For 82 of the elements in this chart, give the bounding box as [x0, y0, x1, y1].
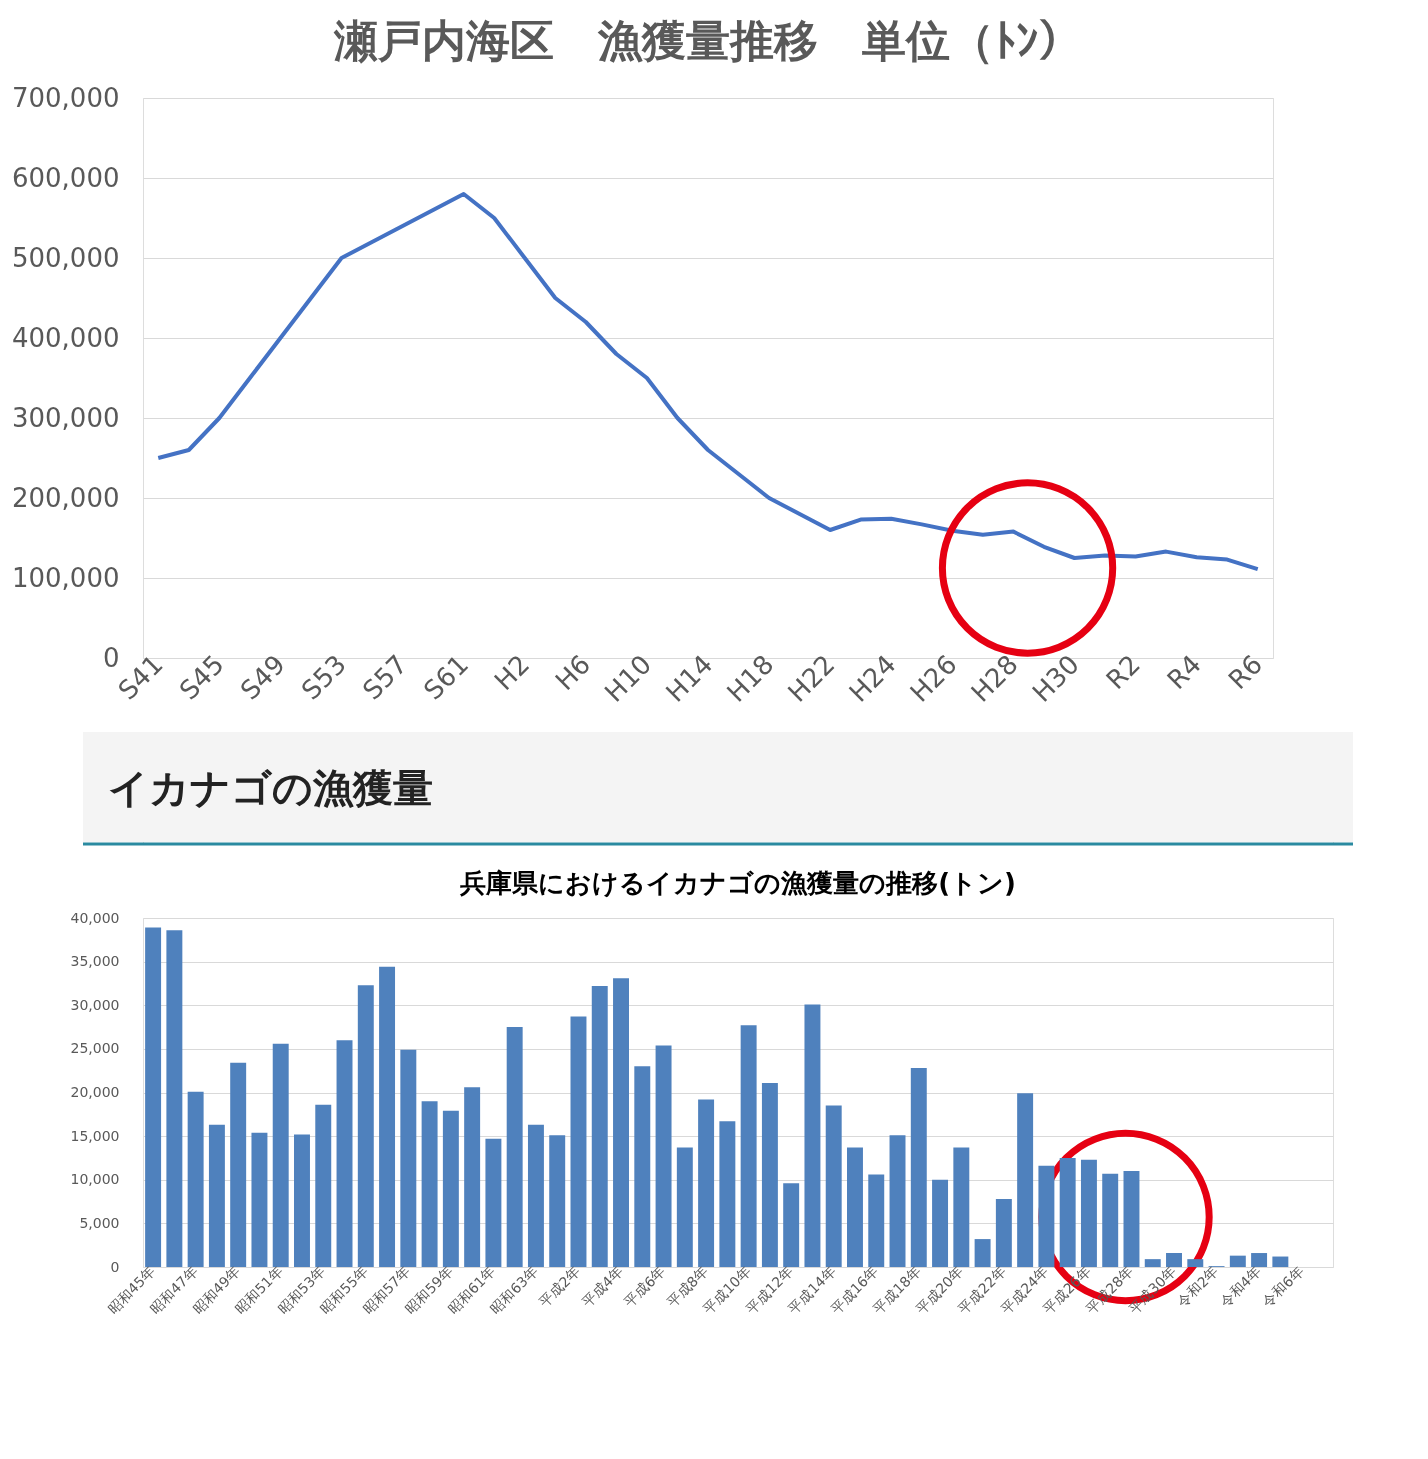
bar [485, 1138, 502, 1267]
bar [591, 986, 608, 1267]
bar [719, 1121, 736, 1267]
x-tick-label: S61 [417, 649, 475, 706]
x-tick-label: R4 [1161, 649, 1208, 695]
bar [740, 1025, 757, 1267]
bar [974, 1239, 991, 1267]
bar [868, 1174, 885, 1267]
bar [825, 1105, 842, 1267]
bar [1059, 1157, 1076, 1267]
bar [1229, 1255, 1246, 1267]
x-tick-label: S53 [295, 649, 352, 706]
y-tick-label: 40,000 [70, 909, 120, 926]
y-tick-label: 300,000 [11, 402, 120, 433]
bar [187, 1091, 204, 1267]
bar [676, 1147, 693, 1267]
bar [655, 1045, 672, 1267]
x-tick-label: R6 [1222, 649, 1269, 695]
y-tick-label: 200,000 [11, 482, 120, 513]
bar [1123, 1171, 1140, 1267]
x-tick-label: H6 [549, 649, 597, 696]
y-tick-label: 20,000 [70, 1084, 120, 1100]
bar [357, 985, 374, 1267]
bar [570, 1016, 587, 1267]
bar [442, 1110, 459, 1267]
bar [783, 1183, 800, 1267]
bar [1187, 1259, 1204, 1267]
bar [400, 1049, 417, 1267]
bar [315, 1104, 332, 1267]
y-tick-label: 5,000 [79, 1214, 120, 1231]
bar [166, 930, 183, 1267]
y-tick-label: 30,000 [70, 996, 120, 1013]
bar [995, 1198, 1012, 1267]
bar [761, 1082, 778, 1267]
bar [847, 1147, 863, 1267]
bar [1166, 1253, 1182, 1267]
bar [953, 1147, 970, 1267]
x-tick-label: H2 [488, 649, 536, 696]
bar [1272, 1256, 1289, 1267]
text: イカナゴの漁獲量 [108, 765, 433, 811]
bar [272, 1043, 289, 1267]
y-tick-label: 15,000 [70, 1127, 120, 1144]
y-tick-label: 700,000 [11, 82, 120, 113]
bar [1102, 1173, 1119, 1267]
line-series [156, 192, 1260, 572]
x-tick-label: R2 [1100, 649, 1146, 695]
chart-title: 瀬戸内海区 漁獲量推移 単位（ﾄﾝ） [333, 15, 1082, 66]
y-tick-label: 0 [102, 642, 120, 673]
bar [379, 966, 396, 1267]
y-tick-label: 10,000 [70, 1171, 120, 1188]
y-tick-label: 600,000 [11, 162, 120, 193]
bar [1251, 1253, 1268, 1267]
bar [208, 1124, 225, 1267]
chart-title: 兵庫県におけるイカナゴの漁獲量の推移(トン) [459, 868, 1016, 898]
bar [613, 978, 629, 1267]
bar [506, 1027, 523, 1267]
bar [145, 927, 162, 1267]
bar [910, 1068, 927, 1267]
bar [1144, 1259, 1161, 1267]
bar [1017, 1093, 1034, 1267]
y-tick-label: 25,000 [70, 1040, 120, 1057]
y-tick-label: 400,000 [11, 322, 120, 353]
bar [634, 1066, 651, 1267]
bar [1080, 1159, 1097, 1267]
bar [889, 1135, 906, 1267]
bar [1038, 1165, 1055, 1267]
bar [932, 1179, 949, 1267]
x-tick-label: S49 [234, 649, 291, 706]
y-tick-label: 0 [110, 1258, 120, 1275]
bar [336, 1040, 353, 1267]
bar [527, 1124, 544, 1267]
y-tick-label: 500,000 [11, 242, 120, 273]
bar [698, 1099, 715, 1267]
bar [804, 1004, 821, 1267]
bar [421, 1101, 438, 1267]
bar [294, 1134, 310, 1267]
bar [549, 1135, 566, 1267]
bar [251, 1132, 268, 1267]
bar [464, 1087, 481, 1267]
bar [230, 1062, 247, 1267]
y-tick-label: 100,000 [11, 562, 120, 593]
y-tick-label: 35,000 [70, 953, 120, 970]
